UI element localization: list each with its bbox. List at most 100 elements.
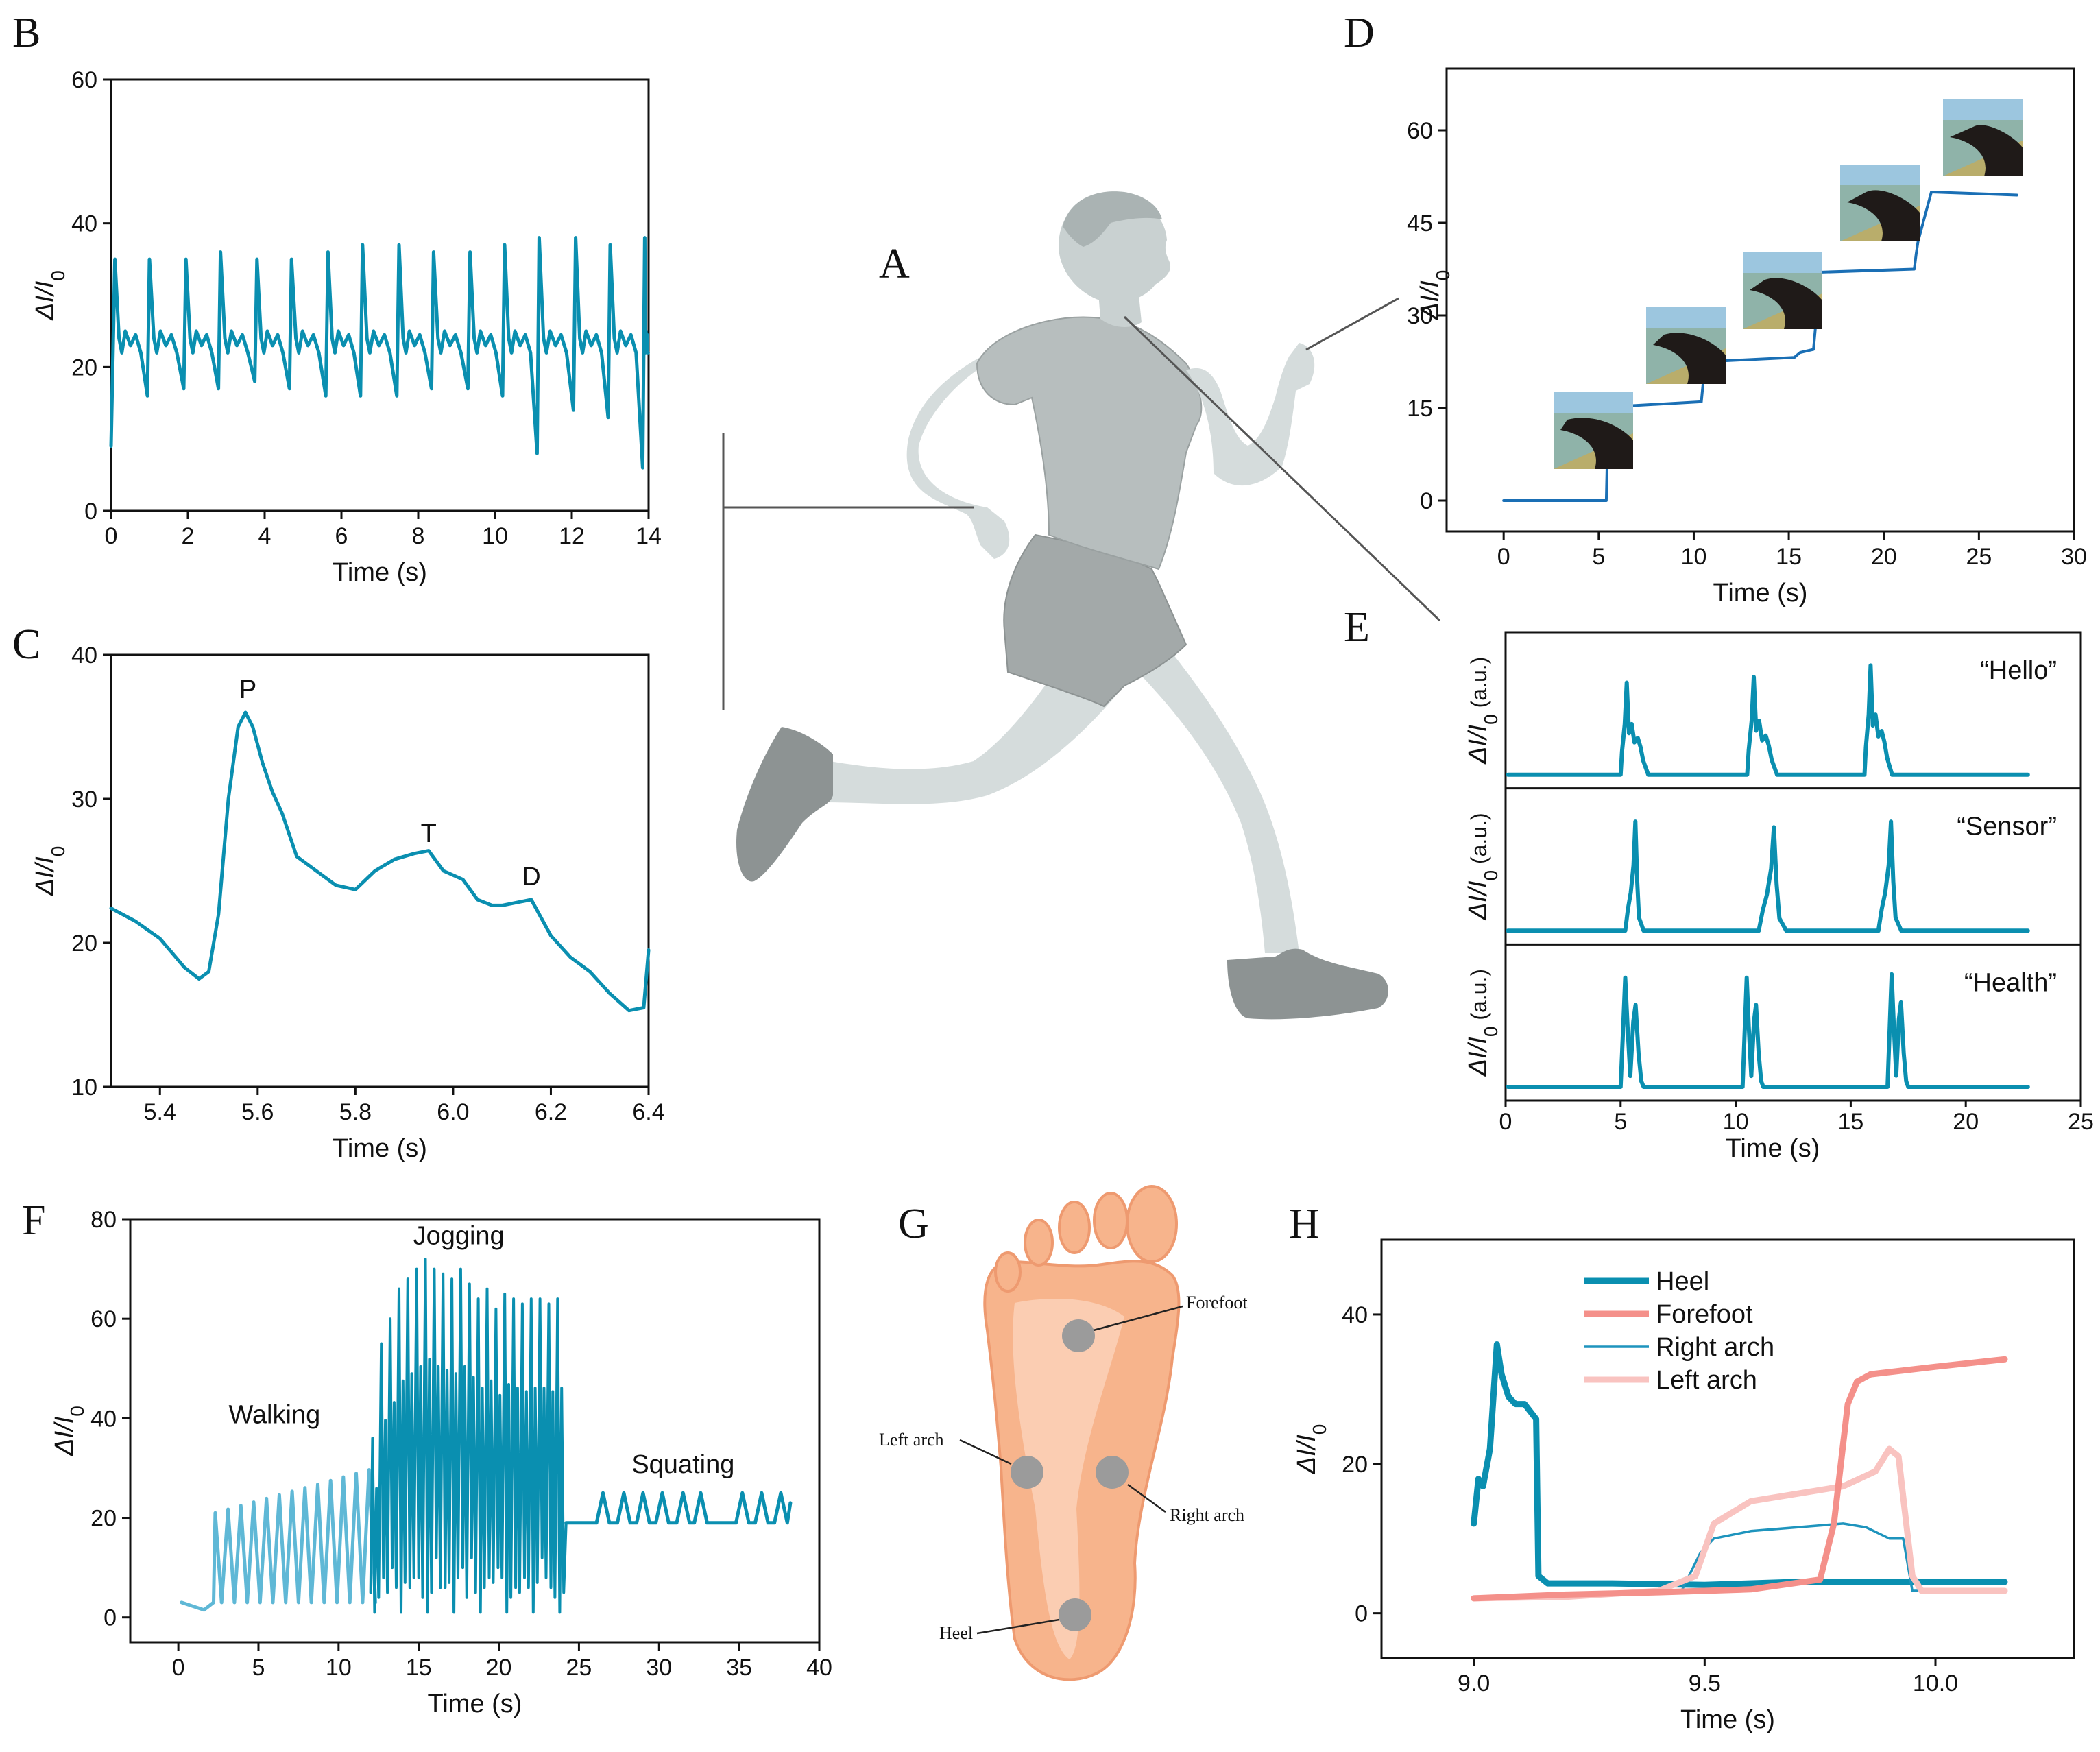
- photo-hand: [1847, 190, 1920, 241]
- x-axis-label: Time (s): [428, 1690, 522, 1718]
- x-tick-label: 30: [646, 1655, 672, 1681]
- series-line-single-pulse: [109, 710, 651, 1013]
- chart-c: 5.4 5.6 5.8 6.0 6.2 6.4 10 20 30 40 Time (s) ΔI/I0 P…: [31, 643, 665, 1163]
- x-tick-label: 0: [1499, 1109, 1512, 1135]
- x-tick-label: 10: [1723, 1109, 1749, 1135]
- series-line-speech-2: [1506, 819, 2030, 933]
- x-tick-label: 6: [335, 523, 348, 549]
- x-tick-label: 8: [412, 523, 425, 549]
- y-tick-label: 40: [71, 211, 97, 237]
- panel-label-f: F: [22, 1197, 45, 1244]
- plot-frame: [110, 653, 650, 1088]
- sensor-forefoot: [1062, 1319, 1095, 1352]
- x-tick-label: 5.4: [144, 1099, 176, 1125]
- toe-3: [1058, 1201, 1091, 1254]
- leader-right-arch: [1127, 1483, 1166, 1513]
- finger-photo-5: [1943, 99, 2023, 176]
- plot-frame: [1504, 631, 2082, 1102]
- y-axis-label: ΔI/I0 (a.u.): [1464, 969, 1501, 1077]
- series-line-forefoot: [1471, 1356, 2008, 1602]
- x-tick-label: 25: [566, 1655, 592, 1681]
- x-tick-label: 10: [326, 1655, 352, 1681]
- connector-line-throat: [1123, 315, 1441, 622]
- sensor-heel: [1059, 1598, 1091, 1631]
- panel-label-c: C: [12, 621, 40, 668]
- photo-hand: [1653, 333, 1726, 384]
- y-tick-label: 40: [1342, 1302, 1368, 1328]
- plot-frame: [1445, 67, 2075, 533]
- chart-f: 0 5 10 15 20 25 30 35 40 0 20 40 60 80 Time (s) ΔI/I0 Wa…: [50, 1207, 832, 1718]
- x-tick-label: 5: [252, 1655, 265, 1681]
- y-tick-label: 60: [90, 1306, 117, 1332]
- y-tick-label: 0: [104, 1605, 117, 1631]
- panel-label-h: H: [1289, 1201, 1320, 1247]
- x-tick-label: 25: [1966, 544, 1992, 570]
- chart-e: “Hello” ΔI/I0 (a.u.) “Sensor” ΔI/I0 (a.u.) “…: [1464, 631, 2094, 1163]
- x-axis-label: Time (s): [333, 558, 427, 587]
- y-tick-label: 45: [1407, 211, 1433, 237]
- y-tick-label: 0: [1420, 488, 1433, 514]
- leader-left-arch: [959, 1439, 1012, 1465]
- x-axis-label: Time (s): [1726, 1134, 1820, 1163]
- plot-frame: [129, 1218, 821, 1644]
- legend-label-2: Forefoot: [1656, 1300, 1753, 1329]
- segment-label-walking: Walking: [228, 1401, 320, 1430]
- x-tick-label: 5: [1614, 1109, 1627, 1135]
- runner-shirt: [976, 316, 1203, 571]
- x-tick-label: 4: [258, 523, 271, 549]
- y-axis-label: ΔI/I0: [1292, 1424, 1330, 1475]
- series-line-left-arch: [1471, 1445, 2008, 1602]
- y-tick-label: 30: [71, 787, 97, 813]
- x-tick-label: 20: [1871, 544, 1897, 570]
- toe-4: [1024, 1219, 1054, 1267]
- x-tick-label: 25: [2068, 1109, 2094, 1135]
- chart-b: 0 2 4 6 8 10 12 14 0 20 40 60 Time (s) ΔI/I0: [31, 67, 662, 587]
- plot-frame: [110, 78, 650, 512]
- annotation-d: D: [522, 863, 540, 891]
- toe-big: [1126, 1185, 1178, 1263]
- toe-5: [994, 1251, 1022, 1293]
- x-tick-label: 14: [636, 523, 662, 549]
- x-tick-label: 30: [2061, 544, 2087, 570]
- y-axis-label: ΔI/I0 (a.u.): [1464, 813, 1501, 920]
- panel-label-a: A: [879, 241, 910, 287]
- foot-label-forefoot: Forefoot: [1186, 1293, 1248, 1312]
- x-tick-label: 10.0: [1913, 1670, 1958, 1696]
- y-tick-label: 40: [90, 1406, 117, 1432]
- y-axis-label: ΔI/I0: [31, 270, 69, 321]
- plot-frame: [1380, 1238, 2075, 1659]
- y-tick-label: 60: [71, 67, 97, 93]
- x-tick-label: 5.8: [339, 1099, 372, 1125]
- y-axis-label: ΔI/I0 (a.u.): [1464, 657, 1501, 765]
- x-tick-label: 35: [726, 1655, 752, 1681]
- foot-label-left-arch: Left arch: [879, 1430, 944, 1450]
- leader-heel: [976, 1618, 1060, 1635]
- x-tick-label: 5.6: [241, 1099, 274, 1125]
- series-line-speech-3: [1506, 972, 2030, 1089]
- photo-sky: [1646, 307, 1726, 328]
- series-line-jogging: [369, 1258, 568, 1614]
- segment-label-jogging: Jogging: [413, 1221, 505, 1250]
- y-tick-label: 0: [1355, 1601, 1368, 1627]
- y-tick-label: 40: [71, 643, 97, 669]
- foot-label-heel: Heel: [939, 1623, 973, 1643]
- x-tick-label: 0: [1497, 544, 1510, 570]
- x-axis-label: Time (s): [1680, 1705, 1775, 1734]
- photo-sky: [1840, 165, 1920, 185]
- x-tick-label: 20: [486, 1655, 512, 1681]
- y-tick-label: 20: [90, 1506, 117, 1532]
- y-axis-label: ΔI/I0: [31, 846, 69, 897]
- y-tick-label: 0: [84, 499, 97, 525]
- finger-photo-3: [1743, 252, 1822, 329]
- x-tick-label: 10: [1681, 544, 1707, 570]
- runner-illustration: [722, 191, 1441, 1020]
- chart-h: 9.0 9.5 10.0 0 20 40 Time (s) ΔI/I0 Heel Forefoot…: [1292, 1238, 2075, 1734]
- x-tick-label: 9.5: [1689, 1670, 1721, 1696]
- x-tick-label: 9.0: [1458, 1670, 1490, 1696]
- x-tick-label: 2: [182, 523, 195, 549]
- runner-front-leg: [1124, 645, 1299, 953]
- runner-back-leg: [823, 638, 1124, 804]
- x-tick-label: 0: [172, 1655, 185, 1681]
